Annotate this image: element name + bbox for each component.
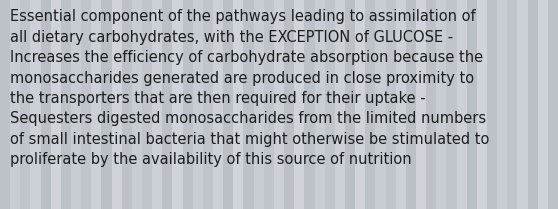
Bar bbox=[426, 0, 436, 209]
Bar bbox=[345, 0, 355, 209]
Bar bbox=[193, 0, 203, 209]
Bar bbox=[254, 0, 264, 209]
Bar bbox=[92, 0, 102, 209]
Bar bbox=[132, 0, 142, 209]
Bar bbox=[243, 0, 254, 209]
Bar bbox=[365, 0, 376, 209]
Bar bbox=[325, 0, 335, 209]
Bar bbox=[487, 0, 497, 209]
Bar bbox=[20, 0, 31, 209]
Bar bbox=[112, 0, 122, 209]
Bar bbox=[355, 0, 365, 209]
Bar bbox=[71, 0, 81, 209]
Bar bbox=[304, 0, 315, 209]
Bar bbox=[0, 0, 10, 209]
Bar bbox=[436, 0, 446, 209]
Bar bbox=[203, 0, 213, 209]
Text: Essential component of the pathways leading to assimilation of
all dietary carbo: Essential component of the pathways lead… bbox=[10, 9, 489, 167]
Bar bbox=[315, 0, 325, 209]
Bar bbox=[172, 0, 182, 209]
Bar bbox=[376, 0, 386, 209]
Bar bbox=[416, 0, 426, 209]
Bar bbox=[182, 0, 193, 209]
Bar bbox=[386, 0, 396, 209]
Bar bbox=[548, 0, 558, 209]
Bar bbox=[162, 0, 172, 209]
Bar bbox=[406, 0, 416, 209]
Bar bbox=[497, 0, 507, 209]
Bar bbox=[284, 0, 294, 209]
Bar bbox=[264, 0, 274, 209]
Bar bbox=[233, 0, 243, 209]
Bar bbox=[10, 0, 20, 209]
Bar bbox=[477, 0, 487, 209]
Bar bbox=[102, 0, 112, 209]
Bar bbox=[507, 0, 517, 209]
Bar bbox=[41, 0, 51, 209]
Bar bbox=[152, 0, 162, 209]
Bar bbox=[466, 0, 477, 209]
Bar bbox=[294, 0, 304, 209]
Bar bbox=[446, 0, 456, 209]
Bar bbox=[335, 0, 345, 209]
Bar bbox=[274, 0, 284, 209]
Bar bbox=[122, 0, 132, 209]
Bar bbox=[517, 0, 527, 209]
Bar bbox=[31, 0, 41, 209]
Bar bbox=[456, 0, 466, 209]
Bar bbox=[527, 0, 538, 209]
Bar bbox=[396, 0, 406, 209]
Bar bbox=[213, 0, 223, 209]
Bar bbox=[61, 0, 71, 209]
Bar bbox=[51, 0, 61, 209]
Bar bbox=[538, 0, 548, 209]
Bar bbox=[142, 0, 152, 209]
Bar bbox=[81, 0, 92, 209]
Bar bbox=[223, 0, 233, 209]
